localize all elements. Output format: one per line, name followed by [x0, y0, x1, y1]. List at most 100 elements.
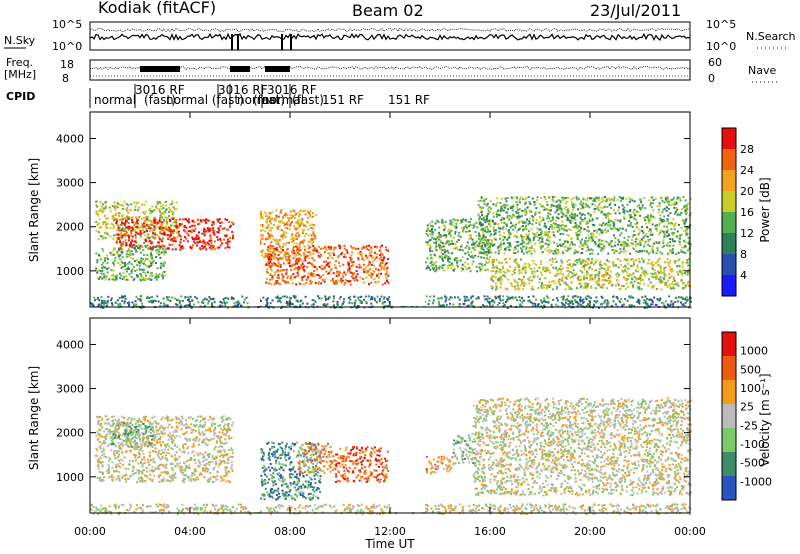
echo-cell — [670, 300, 673, 303]
echo-cell — [489, 242, 492, 245]
echo-cell — [568, 286, 571, 289]
echo-cell — [663, 275, 666, 278]
echo-cell — [663, 236, 666, 239]
echo-cell — [150, 219, 152, 222]
echo-cell — [312, 240, 315, 243]
echo-cell — [658, 223, 661, 226]
echo-cell — [155, 207, 158, 210]
echo-cell — [163, 302, 166, 305]
echo-cell — [659, 297, 662, 300]
echo-cell — [289, 276, 292, 279]
echo-cell — [350, 261, 353, 263]
echo-cell — [528, 222, 531, 225]
freq-tick-bottom: 8 — [62, 72, 69, 85]
echo-cell — [139, 229, 142, 232]
echo-cell — [537, 305, 540, 308]
echo-cell — [286, 303, 289, 306]
echo-cell — [313, 224, 316, 226]
echo-cell — [271, 275, 274, 278]
echo-cell — [551, 195, 554, 198]
echo-cell — [643, 249, 646, 252]
echo-cell — [558, 281, 560, 284]
echo-cell — [538, 242, 541, 245]
echo-cell — [546, 215, 549, 218]
echo-cell — [489, 225, 492, 228]
echo-cell — [540, 299, 543, 302]
echo-cell — [327, 257, 329, 259]
echo-cell — [651, 233, 654, 236]
echo-cell — [161, 216, 164, 219]
echo-cell — [133, 240, 136, 243]
echo-cell — [172, 240, 175, 242]
echo-cell — [461, 226, 464, 229]
echo-cell — [680, 233, 683, 236]
echo-cell — [115, 241, 118, 244]
echo-cell — [112, 249, 115, 252]
echo-cell — [448, 257, 451, 260]
echo-cell — [311, 215, 314, 218]
echo-cell — [96, 261, 99, 264]
echo-cell — [432, 263, 435, 266]
echo-cell — [443, 264, 446, 267]
echo-cell — [114, 275, 117, 278]
echo-cell — [662, 272, 665, 275]
echo-cell — [583, 274, 586, 277]
echo-cell — [441, 267, 444, 270]
echo-cell — [671, 247, 674, 250]
echo-cell — [293, 242, 296, 245]
echo-cell — [498, 227, 501, 230]
echo-cell — [332, 295, 335, 298]
echo-cell — [542, 286, 545, 289]
echo-cell — [481, 264, 484, 267]
echo-cell — [426, 227, 429, 230]
echo-cell — [355, 265, 358, 268]
echo-cell — [621, 243, 624, 246]
echo-cell — [562, 295, 565, 298]
echo-cell — [522, 228, 525, 231]
echo-cell — [475, 240, 478, 243]
echo-cell — [661, 252, 664, 255]
echo-cell — [218, 218, 221, 221]
echo-cell — [120, 244, 123, 247]
echo-cell — [653, 269, 656, 272]
echo-cell — [555, 274, 558, 277]
echo-cell — [355, 275, 358, 278]
echo-cell — [541, 301, 544, 304]
echo-cell — [554, 282, 557, 285]
echo-cell — [125, 253, 128, 256]
echo-cell — [504, 287, 507, 290]
echo-cell — [524, 227, 527, 230]
echo-cell — [143, 230, 146, 233]
echo-cell — [141, 268, 144, 271]
echo-cell — [561, 196, 564, 199]
echo-cell — [175, 224, 178, 227]
echo-cell — [494, 272, 497, 275]
echo-cell — [128, 303, 131, 306]
echo-cell — [497, 209, 499, 212]
echo-cell — [675, 201, 678, 204]
echo-cell — [640, 206, 642, 209]
echo-cell — [429, 233, 432, 236]
echo-cell — [557, 305, 560, 308]
echo-cell — [586, 240, 589, 243]
echo-cell — [508, 242, 511, 245]
echo-cell — [158, 220, 161, 222]
echo-cell — [438, 235, 441, 238]
echo-cell — [578, 225, 581, 228]
echo-cell — [158, 238, 161, 241]
echo-cell — [115, 274, 118, 277]
echo-cell — [518, 200, 521, 203]
echo-cell — [664, 274, 667, 277]
echo-cell — [377, 276, 380, 279]
echo-cell — [170, 238, 173, 241]
echo-cell — [469, 236, 472, 239]
echo-cell — [561, 251, 564, 254]
echo-cell — [107, 267, 110, 270]
echo-cell — [521, 239, 524, 242]
echo-cell — [162, 251, 165, 254]
echo-cell — [259, 242, 262, 245]
echo-cell — [565, 229, 568, 232]
echo-cell — [635, 225, 638, 228]
echo-cell — [484, 298, 487, 301]
echo-cell — [270, 254, 273, 256]
